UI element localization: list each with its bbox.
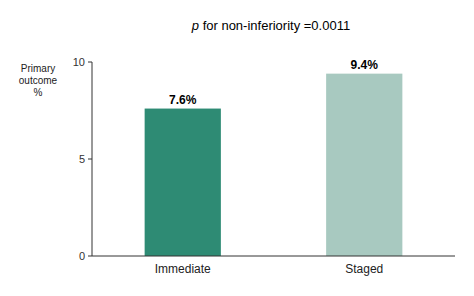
y-tick [88,159,92,160]
y-tick [88,256,92,257]
data-label: 7.6% [169,93,197,107]
annotation: p for non-inferiority =0.0011 [191,18,350,33]
x-tick-label: Immediate [155,262,211,276]
bar [145,109,221,256]
data-label: 9.4% [351,58,379,72]
chart-container: 7.6% 9.4% 0 5 10 Immediate Staged Primaryoutcom… [0,0,474,296]
chart: 7.6% 9.4% 0 5 10 Immediate Staged Primaryoutcom… [0,0,474,296]
y-tick-label: 5 [79,153,85,165]
y-tick [88,62,92,63]
y-tick-label: 0 [79,250,85,262]
x-tick-label: Staged [345,262,383,276]
bars [145,74,403,256]
bar [326,74,402,256]
y-tick-label: 10 [73,56,85,68]
y-axis-label: Primaryoutcome% [19,63,58,98]
x-axis-line [92,256,455,257]
